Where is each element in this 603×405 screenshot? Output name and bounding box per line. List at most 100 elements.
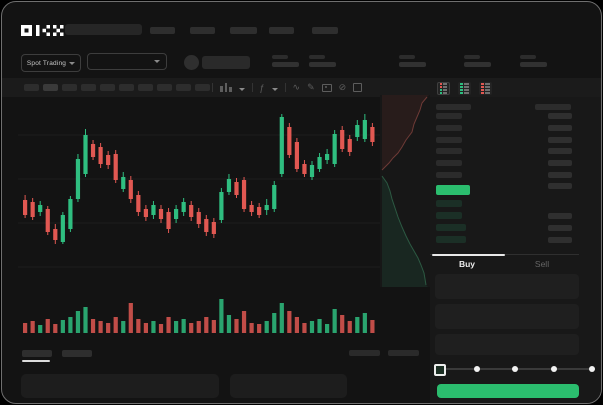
okx-logo[interactable] xyxy=(21,25,64,36)
bid-row-amount[interactable] xyxy=(548,213,572,219)
stat-label xyxy=(272,55,288,59)
interval-button[interactable] xyxy=(138,84,153,91)
toggle-row xyxy=(460,89,469,91)
ask-row-amount[interactable] xyxy=(548,183,572,189)
stat-label xyxy=(399,55,415,59)
toggle-row xyxy=(481,89,490,91)
bottom-panel-left[interactable] xyxy=(21,374,219,398)
slider-stop[interactable] xyxy=(473,366,480,372)
draw-icon[interactable]: ✎ xyxy=(307,82,315,92)
toggle-row xyxy=(440,92,447,94)
bid-row-price[interactable] xyxy=(436,212,462,219)
ask-row-price[interactable] xyxy=(436,137,462,143)
stat-label xyxy=(464,55,480,59)
bid-row-amount[interactable] xyxy=(548,225,572,231)
coin-avatar xyxy=(184,55,199,70)
price-field[interactable] xyxy=(435,274,579,299)
interval-button[interactable] xyxy=(24,84,39,91)
ask-row-amount[interactable] xyxy=(548,113,572,119)
chart-footer-active-underline xyxy=(22,360,50,362)
camera-icon[interactable] xyxy=(321,83,332,92)
stat-value xyxy=(309,62,336,67)
ask-row-amount[interactable] xyxy=(548,160,572,166)
ask-row-price[interactable] xyxy=(436,113,462,119)
interval-button[interactable] xyxy=(157,84,172,91)
chevron-down-icon xyxy=(154,60,160,63)
ask-row-price[interactable] xyxy=(436,172,462,178)
bid-row-price[interactable] xyxy=(436,224,466,231)
record-icon[interactable]: ⊘ xyxy=(338,82,347,92)
toggle-row xyxy=(460,92,469,94)
nav-item[interactable] xyxy=(230,27,257,34)
interval-button[interactable] xyxy=(195,84,210,91)
nav-item[interactable] xyxy=(312,27,338,34)
bid-row-price[interactable] xyxy=(436,236,466,243)
candles xyxy=(23,114,375,244)
indicators-icon[interactable]: ƒ xyxy=(259,82,265,93)
nav-item[interactable] xyxy=(190,27,215,34)
toggle-row xyxy=(481,83,490,85)
interval-button[interactable] xyxy=(119,84,134,91)
interval-button[interactable] xyxy=(176,84,191,91)
toolbar-divider xyxy=(284,83,286,92)
market-type-dropdown[interactable]: Spot Trading xyxy=(21,54,81,72)
chart-range-control-1[interactable] xyxy=(349,350,380,356)
interval-button[interactable] xyxy=(43,84,58,91)
nav-item[interactable] xyxy=(150,27,175,34)
interval-button[interactable] xyxy=(62,84,77,91)
toggle-row xyxy=(460,86,469,88)
interval-button[interactable] xyxy=(100,84,115,91)
tab-sell[interactable]: Sell xyxy=(534,259,550,269)
ask-row-price[interactable] xyxy=(436,125,462,131)
ask-row-amount[interactable] xyxy=(548,125,572,131)
line-tool-icon[interactable]: ∿ xyxy=(292,82,301,92)
bid-row-amount[interactable] xyxy=(548,237,572,243)
price-chart[interactable] xyxy=(18,95,430,347)
slider-stop[interactable] xyxy=(512,366,518,372)
chart-range-control-2[interactable] xyxy=(388,350,419,356)
candle-style-icon[interactable] xyxy=(220,83,232,92)
chart-tool-icons: ƒ ∿ ✎ ⊘ xyxy=(212,78,363,97)
toolbar-divider xyxy=(212,83,213,92)
ask-row-amount[interactable] xyxy=(548,172,572,178)
slider-stop[interactable] xyxy=(589,366,595,372)
fullscreen-icon[interactable] xyxy=(353,83,363,92)
chart-footer-tab-2[interactable] xyxy=(62,350,92,357)
slider-handle[interactable] xyxy=(434,364,446,376)
book-asks-only-toggle[interactable] xyxy=(479,82,492,95)
stat-value xyxy=(520,62,547,67)
toggle-row xyxy=(440,89,447,91)
chevron-down-icon[interactable] xyxy=(271,83,278,93)
search-input[interactable] xyxy=(65,24,142,35)
toggle-row xyxy=(481,92,490,94)
stat-label xyxy=(520,55,536,59)
pair-name-placeholder xyxy=(202,56,250,69)
stat-value xyxy=(272,62,299,67)
ask-row-amount[interactable] xyxy=(548,137,572,143)
last-price-block[interactable] xyxy=(436,185,470,195)
pair-dropdown[interactable] xyxy=(87,53,167,70)
ask-row-price[interactable] xyxy=(436,148,462,154)
chart-grid xyxy=(18,134,430,268)
active-tab-indicator xyxy=(432,254,505,256)
bid-row-price[interactable] xyxy=(436,200,462,207)
book-bids-only-toggle[interactable] xyxy=(458,82,471,95)
toggle-row xyxy=(440,83,447,85)
stat-value xyxy=(399,62,426,67)
total-field[interactable] xyxy=(435,334,579,355)
book-combined-toggle[interactable] xyxy=(437,82,450,95)
chevron-down-icon[interactable] xyxy=(238,83,245,93)
toolbar-divider xyxy=(251,83,253,92)
ask-row-price[interactable] xyxy=(436,160,462,166)
nav-item[interactable] xyxy=(269,27,294,34)
amount-field[interactable] xyxy=(435,304,579,329)
toggle-row xyxy=(481,86,490,88)
slider-stop[interactable] xyxy=(550,366,557,372)
buy-submit-button[interactable] xyxy=(437,384,579,398)
ask-row-amount[interactable] xyxy=(548,148,572,154)
bottom-panel-right[interactable] xyxy=(230,374,347,398)
chart-footer-tab-1[interactable] xyxy=(22,350,52,357)
tab-buy[interactable]: Buy xyxy=(458,259,476,269)
interval-button[interactable] xyxy=(81,84,96,91)
